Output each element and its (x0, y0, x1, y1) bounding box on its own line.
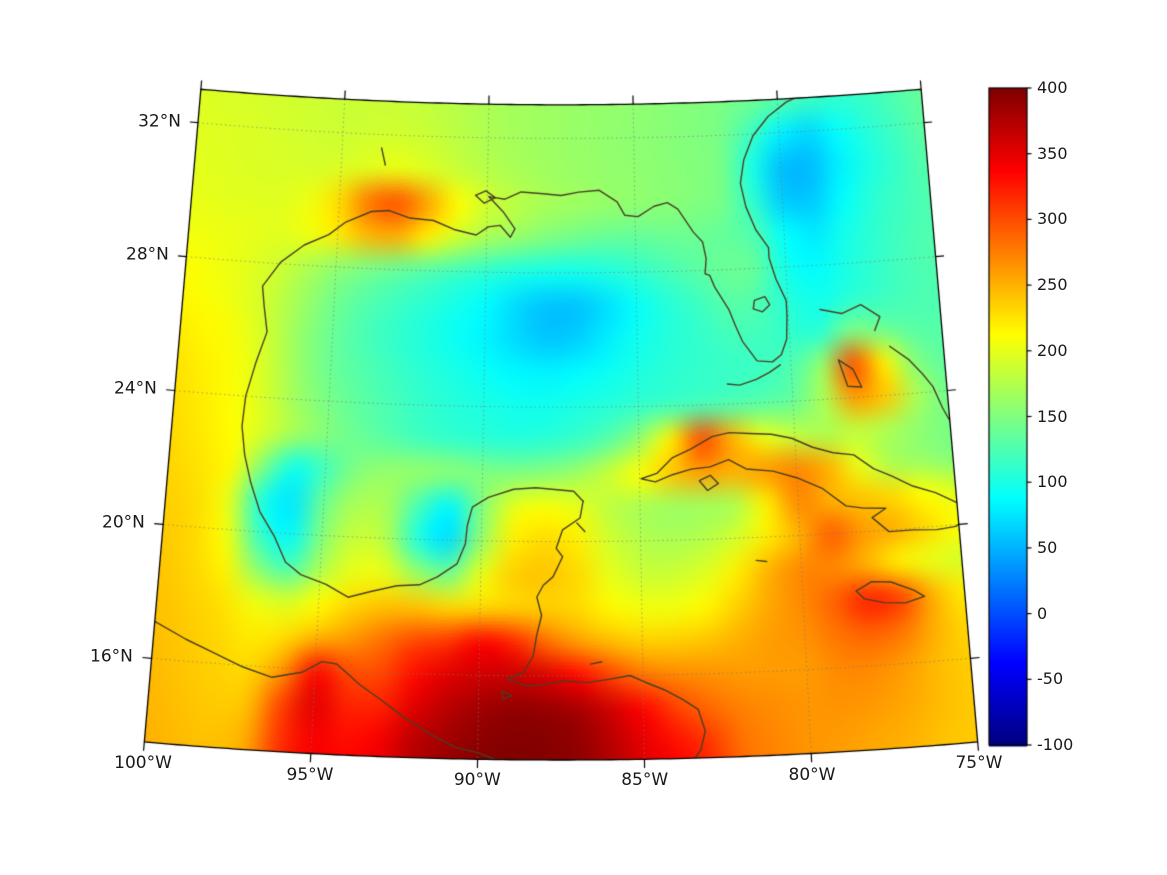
map-heatmap-canvas (0, 0, 1167, 875)
figure: 32°N 28°N 24°N 20°N 16°N 100°W 95°W 90°W 85°W 80… (0, 0, 1167, 875)
